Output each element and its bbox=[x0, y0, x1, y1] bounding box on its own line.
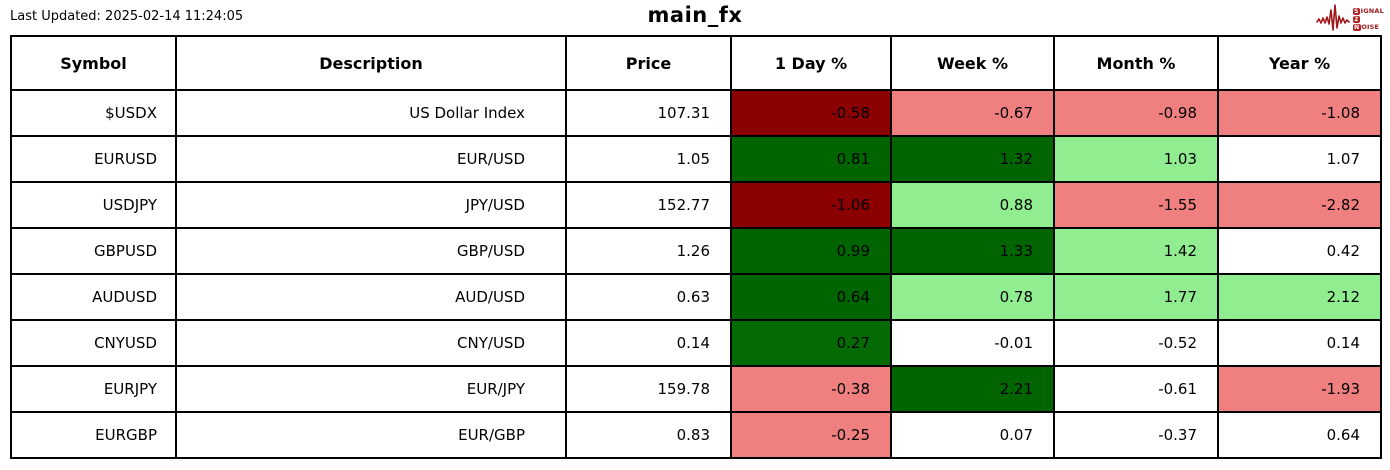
day-change-cell: -1.06 bbox=[730, 181, 892, 229]
table-row-usdx: $USDX US Dollar Index 107.31 -0.58 -0.67… bbox=[10, 89, 1382, 137]
description-cell: EUR/USD bbox=[175, 135, 567, 183]
description-cell: US Dollar Index bbox=[175, 89, 567, 137]
table-row-eurgbp: EURGBP EUR/GBP 0.83 -0.25 0.07 -0.37 0.6… bbox=[10, 411, 1382, 459]
table-row-eurjpy: EURJPY EUR/JPY 159.78 -0.38 2.21 -0.61 -… bbox=[10, 365, 1382, 413]
description-cell: AUD/USD bbox=[175, 273, 567, 321]
day-change-cell: -0.25 bbox=[730, 411, 892, 459]
table-row-gbpusd: GBPUSD GBP/USD 1.26 0.99 1.33 1.42 0.42 bbox=[10, 227, 1382, 275]
symbol-cell: $USDX bbox=[10, 89, 177, 137]
day-change-cell: 0.81 bbox=[730, 135, 892, 183]
price-cell: 0.83 bbox=[565, 411, 732, 459]
table-row-audusd: AUDUSD AUD/USD 0.63 0.64 0.78 1.77 2.12 bbox=[10, 273, 1382, 321]
week-change-cell: -0.01 bbox=[890, 319, 1055, 367]
week-change-cell: 0.88 bbox=[890, 181, 1055, 229]
page-title: main_fx bbox=[647, 3, 743, 27]
col-header-symbol: Symbol bbox=[10, 35, 177, 91]
year-change-cell: 0.42 bbox=[1217, 227, 1382, 275]
year-change-cell: 2.12 bbox=[1217, 273, 1382, 321]
price-cell: 107.31 bbox=[565, 89, 732, 137]
logo-text: S IGNAL 2 N OISE bbox=[1352, 6, 1384, 31]
logo-line-signal: S IGNAL bbox=[1352, 6, 1384, 15]
table-row-eurusd: EURUSD EUR/USD 1.05 0.81 1.32 1.03 1.07 bbox=[10, 135, 1382, 183]
year-change-cell: 0.14 bbox=[1217, 319, 1382, 367]
col-header-month: Month % bbox=[1053, 35, 1219, 91]
description-cell: EUR/JPY bbox=[175, 365, 567, 413]
week-change-cell: 0.78 bbox=[890, 273, 1055, 321]
day-change-cell: -0.38 bbox=[730, 365, 892, 413]
logo-line-noise: N OISE bbox=[1352, 22, 1380, 31]
year-change-cell: -2.82 bbox=[1217, 181, 1382, 229]
day-change-cell: -0.58 bbox=[730, 89, 892, 137]
price-cell: 0.63 bbox=[565, 273, 732, 321]
year-change-cell: -1.08 bbox=[1217, 89, 1382, 137]
symbol-cell: CNYUSD bbox=[10, 319, 177, 367]
month-change-cell: 1.77 bbox=[1053, 273, 1219, 321]
signal2noise-logo: S IGNAL 2 N OISE bbox=[1315, 2, 1384, 36]
month-change-cell: -0.61 bbox=[1053, 365, 1219, 413]
price-cell: 159.78 bbox=[565, 365, 732, 413]
symbol-cell: AUDUSD bbox=[10, 273, 177, 321]
last-updated-timestamp: Last Updated: 2025-02-14 11:24:05 bbox=[10, 9, 244, 24]
description-cell: GBP/USD bbox=[175, 227, 567, 275]
symbol-cell: GBPUSD bbox=[10, 227, 177, 275]
symbol-cell: EURUSD bbox=[10, 135, 177, 183]
week-change-cell: -0.67 bbox=[890, 89, 1055, 137]
description-cell: EUR/GBP bbox=[175, 411, 567, 459]
col-header-day: 1 Day % bbox=[730, 35, 892, 91]
col-header-price: Price bbox=[565, 35, 732, 91]
col-header-week: Week % bbox=[890, 35, 1055, 91]
table-row-usdjpy: USDJPY JPY/USD 152.77 -1.06 0.88 -1.55 -… bbox=[10, 181, 1382, 229]
col-header-description: Description bbox=[175, 35, 567, 91]
year-change-cell: -1.93 bbox=[1217, 365, 1382, 413]
week-change-cell: 2.21 bbox=[890, 365, 1055, 413]
col-header-year: Year % bbox=[1217, 35, 1382, 91]
waveform-icon bbox=[1315, 2, 1352, 36]
week-change-cell: 0.07 bbox=[890, 411, 1055, 459]
fx-table: Symbol Description Price 1 Day % Week % … bbox=[10, 35, 1382, 459]
price-cell: 1.05 bbox=[565, 135, 732, 183]
price-cell: 0.14 bbox=[565, 319, 732, 367]
table-header-row: Symbol Description Price 1 Day % Week % … bbox=[10, 35, 1382, 91]
description-cell: CNY/USD bbox=[175, 319, 567, 367]
week-change-cell: 1.33 bbox=[890, 227, 1055, 275]
month-change-cell: -0.52 bbox=[1053, 319, 1219, 367]
description-cell: JPY/USD bbox=[175, 181, 567, 229]
day-change-cell: 0.64 bbox=[730, 273, 892, 321]
month-change-cell: -0.37 bbox=[1053, 411, 1219, 459]
year-change-cell: 1.07 bbox=[1217, 135, 1382, 183]
day-change-cell: 0.99 bbox=[730, 227, 892, 275]
logo-line-2: 2 bbox=[1352, 15, 1360, 23]
week-change-cell: 1.32 bbox=[890, 135, 1055, 183]
year-change-cell: 0.64 bbox=[1217, 411, 1382, 459]
price-cell: 1.26 bbox=[565, 227, 732, 275]
month-change-cell: -1.55 bbox=[1053, 181, 1219, 229]
month-change-cell: 1.03 bbox=[1053, 135, 1219, 183]
symbol-cell: USDJPY bbox=[10, 181, 177, 229]
month-change-cell: -0.98 bbox=[1053, 89, 1219, 137]
table-row-cnyusd: CNYUSD CNY/USD 0.14 0.27 -0.01 -0.52 0.1… bbox=[10, 319, 1382, 367]
symbol-cell: EURJPY bbox=[10, 365, 177, 413]
price-cell: 152.77 bbox=[565, 181, 732, 229]
symbol-cell: EURGBP bbox=[10, 411, 177, 459]
month-change-cell: 1.42 bbox=[1053, 227, 1219, 275]
day-change-cell: 0.27 bbox=[730, 319, 892, 367]
